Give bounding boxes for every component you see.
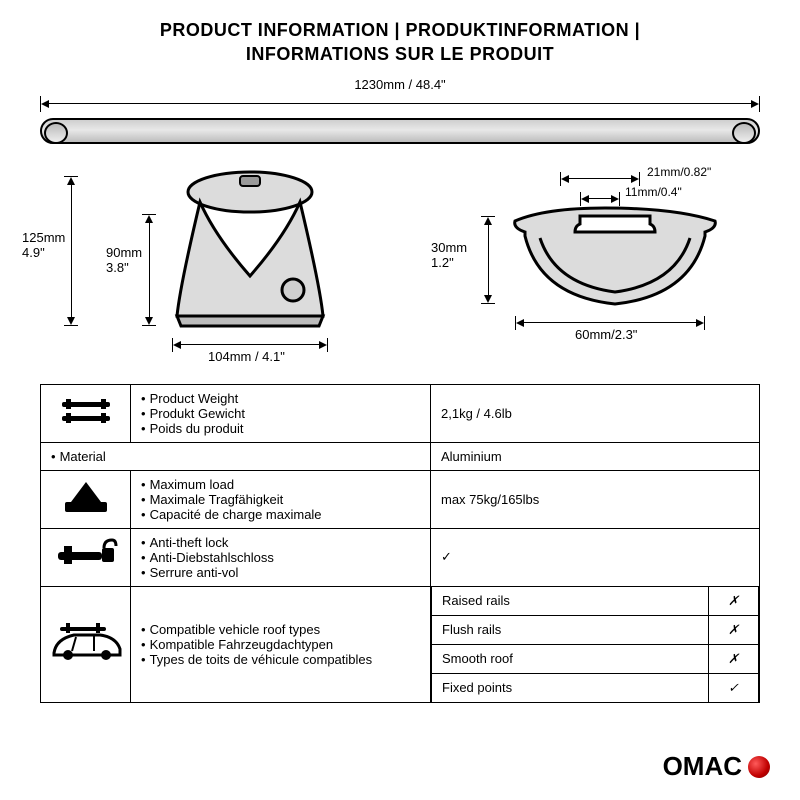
load-value: max 75kg/165lbs <box>431 470 760 528</box>
row-weight: Product Weight Produkt Gewicht Poids du … <box>41 384 760 442</box>
profile-shape <box>505 206 725 326</box>
foot-inner-height: 90mm 3.8" <box>106 246 142 276</box>
roof-val-2: ✗ <box>709 644 759 673</box>
roof-val-0: ✗ <box>709 587 759 616</box>
roof-type-0: Raised rails <box>432 587 709 616</box>
foot-outer-height: 125mm 4.9" <box>22 231 65 261</box>
foot-shape <box>165 166 335 331</box>
load-labels: Maximum load Maximale Tragfähigkeit Capa… <box>141 477 420 522</box>
brand-text: OMAC <box>663 751 742 782</box>
roof-type-3: Fixed points <box>432 673 709 702</box>
row-lock: Anti-theft lock Anti-Diebstahlschloss Se… <box>41 528 760 586</box>
weight-value: 2,1kg / 4.6lb <box>431 384 760 442</box>
title-line-1: PRODUCT INFORMATION | PRODUKTINFORMATION… <box>40 18 760 42</box>
material-value: Aluminium <box>431 442 760 470</box>
bar-side-view <box>40 118 760 144</box>
weight-labels: Product Weight Produkt Gewicht Poids du … <box>141 391 420 436</box>
row-material: Material Aluminium <box>41 442 760 470</box>
profile-diagram: 21mm/0.82" 11mm/0.4" 30mm 1.2" 60mm/2.3" <box>425 166 750 366</box>
diagram-row: 125mm 4.9" 90mm 3.8" 104mm / 4.1" 21mm/0… <box>40 166 760 366</box>
bar-length-arrow <box>40 96 760 112</box>
roof-val-1: ✗ <box>709 615 759 644</box>
row-load: Maximum load Maximale Tragfähigkeit Capa… <box>41 470 760 528</box>
profile-height: 30mm 1.2" <box>431 241 467 271</box>
spec-table: Product Weight Produkt Gewicht Poids du … <box>40 384 760 703</box>
weight-icon <box>41 384 131 442</box>
material-label: Material <box>51 449 420 464</box>
page-title: PRODUCT INFORMATION | PRODUKTINFORMATION… <box>40 18 760 67</box>
foot-width: 104mm / 4.1" <box>208 350 285 365</box>
foot-diagram: 125mm 4.9" 90mm 3.8" 104mm / 4.1" <box>50 166 375 366</box>
load-icon <box>41 470 131 528</box>
roof-type-2: Smooth roof <box>432 644 709 673</box>
row-roof: Compatible vehicle roof types Kompatible… <box>41 586 760 702</box>
roof-val-3: ✓ <box>709 673 759 702</box>
roof-labels: Compatible vehicle roof types Kompatible… <box>141 622 420 667</box>
brand-logo: OMAC <box>663 751 770 782</box>
brand-dot-icon <box>748 756 770 778</box>
lock-labels: Anti-theft lock Anti-Diebstahlschloss Se… <box>141 535 420 580</box>
bar-length-label: 1230mm / 48.4" <box>40 77 760 92</box>
title-line-2: INFORMATIONS SUR LE PRODUIT <box>40 42 760 66</box>
roof-subtable: Raised rails✗ Flush rails✗ Smooth roof✗ … <box>431 587 759 702</box>
profile-slot-width: 11mm/0.4" <box>625 186 682 200</box>
roof-type-1: Flush rails <box>432 615 709 644</box>
lock-icon <box>41 528 131 586</box>
lock-value: ✓ <box>431 528 760 586</box>
car-icon <box>41 586 131 702</box>
profile-base-width: 60mm/2.3" <box>575 328 637 343</box>
profile-top-width: 21mm/0.82" <box>647 166 711 180</box>
